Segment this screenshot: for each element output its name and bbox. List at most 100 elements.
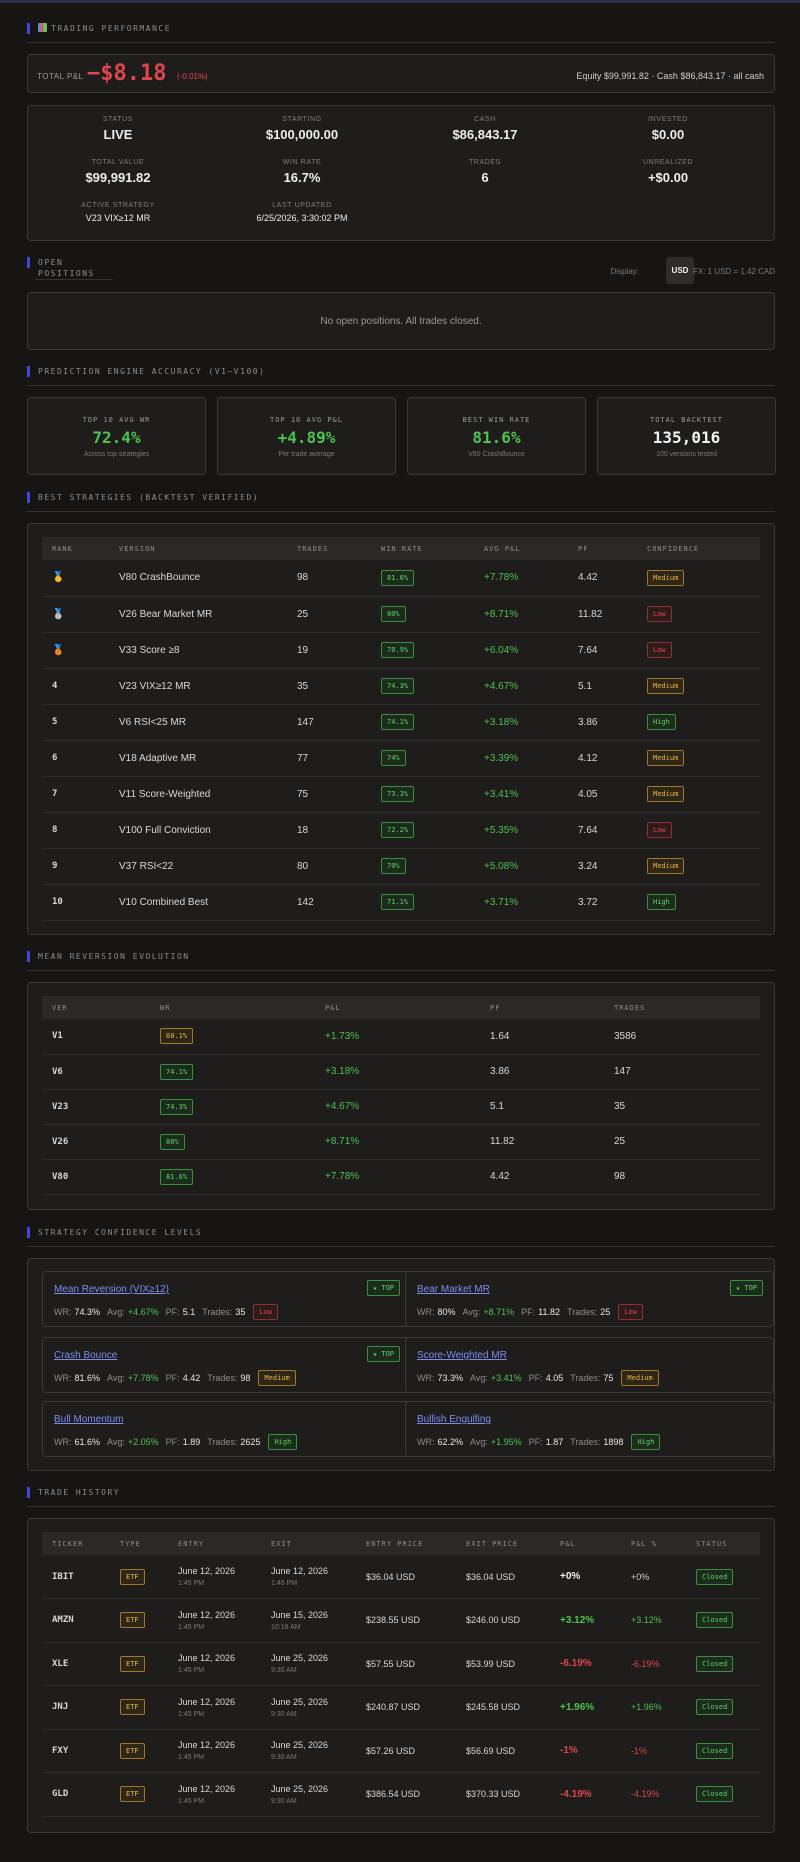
confidence-card: Mean Reversion (VIX≥12) ★ TOP WR: 74.3% Avg:… [42,1271,411,1327]
pf-cell: 3.72 [568,884,637,921]
column-header: STATUS [696,1539,728,1548]
confidence-card: Score-Weighted MR WR: 73.3% Avg: +3.41% PF: 4.… [405,1337,774,1393]
pf-cell: 11.82 [568,596,637,633]
trades-cell: 25 [604,1124,760,1160]
section-title: OPEN POSITIONS [27,257,113,278]
column-header: ENTRY [178,1539,205,1548]
pnl-cell: -4.19% [550,1772,621,1817]
trades-cell: 98 [604,1159,760,1195]
trades-cell: 75 [287,776,371,813]
entry-time: 1:45 PM [178,1667,205,1675]
trades-cell: 25 [287,596,371,633]
confidence-badge: Medium [647,750,685,766]
entry-time: 1:45 PM [178,1710,205,1718]
metric-value: 2625 [240,1437,261,1447]
metric-value: 35 [235,1307,246,1317]
exit-time: 1:45 PM [271,1580,298,1587]
trade-row: AMZN ETF June 12, 2026 1:45 PM June 15, 2026… [42,1598,760,1643]
trade-history-panel: TICKER TYPE ENTRY EXIT ENTRY PRICE EXIT PRICE… [27,1518,775,1833]
pf-cell: 4.12 [568,740,637,777]
win-rate-badge: 72.2% [381,822,415,838]
metric-label: Trades: [202,1307,233,1317]
exit-cell: June 25, 2026 9:30 AM [261,1642,356,1686]
avg-pnl-cell: +7.78% [474,560,568,597]
pf-cell: 7.64 [568,812,637,849]
pnl-cell: +7.78% [315,1159,480,1195]
type-badge: ETF [120,1699,145,1716]
trades-cell: 35 [604,1089,760,1125]
section-title: MEAN REVERSION EVOLUTION [27,951,775,962]
version-cell: V10 Combined Best [109,884,287,921]
trade-row: XLE ETF June 12, 2026 1:45 PM June 25, 2026 9… [42,1642,760,1686]
status-badge: Closed [696,1786,734,1803]
trade-row: JNJ ETF June 12, 2026 1:45 PM June 25, 2026 9… [42,1685,760,1730]
trade-history-section: TRADE HISTORY TICKER TYPE ENTRY EXIT ENTRY P… [27,1487,775,1833]
total-pnl-bar: TOTAL P&L −$8.18 (-0.01%) Equity $99,991… [27,54,775,93]
strategy-link[interactable]: Bear Market MR [417,1284,490,1295]
strategy-row: 10 V10 Combined Best 142 71.1% +3.71% 3.72 Hig… [42,884,760,921]
trades-cell: 80 [287,848,371,885]
trades-cell: 19 [287,632,371,669]
pf-cell: 4.42 [480,1159,604,1195]
pnl-cell: +1.73% [315,1019,480,1055]
confidence-badge: Medium [647,858,685,874]
column-header: TYPE [120,1539,141,1548]
version-cell: V6 [42,1054,150,1090]
section-title: TRADE HISTORY [27,1487,775,1498]
confidence-badge: High [647,714,676,730]
strategy-row: 🥇 V80 CrashBounce 98 81.6% +7.78% 4.42 Medium [42,560,760,597]
win-rate-badge: 80% [381,606,406,622]
rank-cell: 6 [42,740,109,777]
metric-value: 25 [600,1307,611,1317]
metric-value: 73.3% [437,1373,464,1383]
rank-cell: 7 [42,776,109,813]
rank-cell: 9 [42,848,109,885]
confidence-cell: Medium [637,668,760,705]
metric-label: PF: [165,1373,180,1383]
ticker-cell: AMZN [42,1598,110,1643]
entry-cell: June 12, 2026 1:45 PM [168,1555,261,1599]
avg-pnl-cell: +8.71% [474,596,568,633]
type-cell: ETF [110,1598,168,1643]
confidence-card: Bull Momentum WR: 61.6% Avg: +2.05% PF: 1.89 Tr… [42,1401,411,1457]
pf-cell: 3.86 [568,704,637,741]
exit-cell: June 25, 2026 9:30 AM [261,1729,356,1773]
strategy-metrics: WR: 61.6% Avg: +2.05% PF: 1.89 Trades: 2625 High [54,1434,298,1450]
metric-label: Trades: [207,1373,238,1383]
metric-value: 1898 [603,1437,624,1447]
currency-toggle-usd[interactable]: USD [666,257,694,284]
strategy-link[interactable]: Bull Momentum [54,1414,124,1425]
evolution-row: V6 74.1% +3.18% 3.86 147 [42,1054,760,1090]
column-header: CONFIDENCE [647,544,700,553]
strategy-link[interactable]: Score-Weighted MR [417,1350,507,1361]
exit-date: June 15, 2026 [271,1609,329,1620]
confidence-level-badge: Low [618,1304,643,1320]
metric-label: Avg: [107,1437,125,1447]
trades-cell: 3586 [604,1019,760,1055]
type-badge: ETF [120,1786,145,1803]
trade-history-table: TICKER TYPE ENTRY EXIT ENTRY PRICE EXIT PRICE… [42,1532,760,1817]
pf-cell: 4.42 [568,560,637,597]
pf-cell: 3.24 [568,848,637,885]
status-cell: Closed [686,1598,760,1643]
exit-price-cell: $56.69 USD [456,1729,550,1773]
fx-rate-note: FX: 1 USD = 1.42 CAD [692,267,775,276]
total-pnl-label: TOTAL P&L [37,72,84,81]
accuracy-card-value: +4.89% [277,428,336,447]
strategy-link[interactable]: Bullish Engulfing [417,1414,491,1425]
total-pnl-percent: (-0.01%) [177,72,208,81]
best-strategies-table: RANK VERSION TRADES WIN RATE AVG P&L PF CONFID… [42,537,760,921]
strategy-link[interactable]: Mean Reversion (VIX≥12) [54,1284,169,1295]
metric-value: 62.2% [437,1437,464,1447]
accuracy-card-label: TOP 10 AVG P&L [269,416,343,424]
metric-label: WR: [417,1437,435,1447]
version-cell: V11 Score-Weighted [109,776,287,813]
pnl-cell: +8.71% [315,1124,480,1160]
avg-pnl-cell: +3.41% [474,776,568,813]
rank-cell: 8 [42,812,109,849]
exit-price-cell: $36.04 USD [456,1555,550,1599]
strategy-link[interactable]: Crash Bounce [54,1350,118,1361]
accuracy-card-label: BEST WIN RATE [462,416,531,424]
metric-value: 4.05 [545,1373,564,1383]
column-header: PF [490,1003,501,1012]
